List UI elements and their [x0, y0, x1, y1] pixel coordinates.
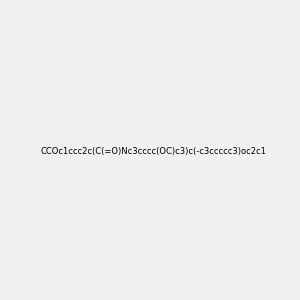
Text: CCOc1ccc2c(C(=O)Nc3cccc(OC)c3)c(-c3ccccc3)oc2c1: CCOc1ccc2c(C(=O)Nc3cccc(OC)c3)c(-c3ccccc…	[41, 147, 267, 156]
